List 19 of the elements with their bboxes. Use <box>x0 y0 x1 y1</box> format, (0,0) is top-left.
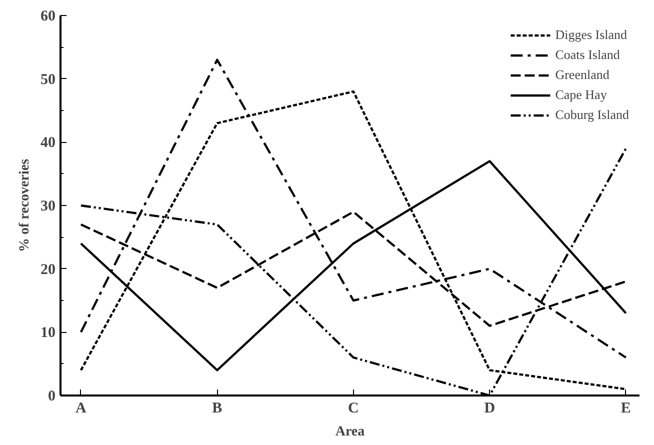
y-tick-label: 20 <box>40 262 56 278</box>
y-tick-label: 40 <box>40 135 56 152</box>
y-tick-label: 0 <box>48 388 56 404</box>
y-tick-label: 50 <box>40 72 56 88</box>
y-tick-label: 60 <box>40 8 56 24</box>
legend-label: Coats Island <box>555 47 620 63</box>
x-axis-title: Area <box>335 424 365 440</box>
x-tick-label: A <box>76 400 87 416</box>
y-tick-label: 10 <box>40 325 56 342</box>
legend-label: Coburg Island <box>555 107 629 123</box>
y-tick-label: 30 <box>40 198 56 214</box>
x-tick-label: B <box>212 400 222 416</box>
legend-label: Digges Island <box>555 27 628 43</box>
x-tick-label: E <box>620 400 631 416</box>
x-tick-label: D <box>484 400 496 416</box>
x-tick-label: C <box>348 400 359 416</box>
legend-label: Cape Hay <box>555 87 607 103</box>
legend-label: Greenland <box>555 67 610 83</box>
y-axis-title: % of recoveries <box>18 158 32 252</box>
